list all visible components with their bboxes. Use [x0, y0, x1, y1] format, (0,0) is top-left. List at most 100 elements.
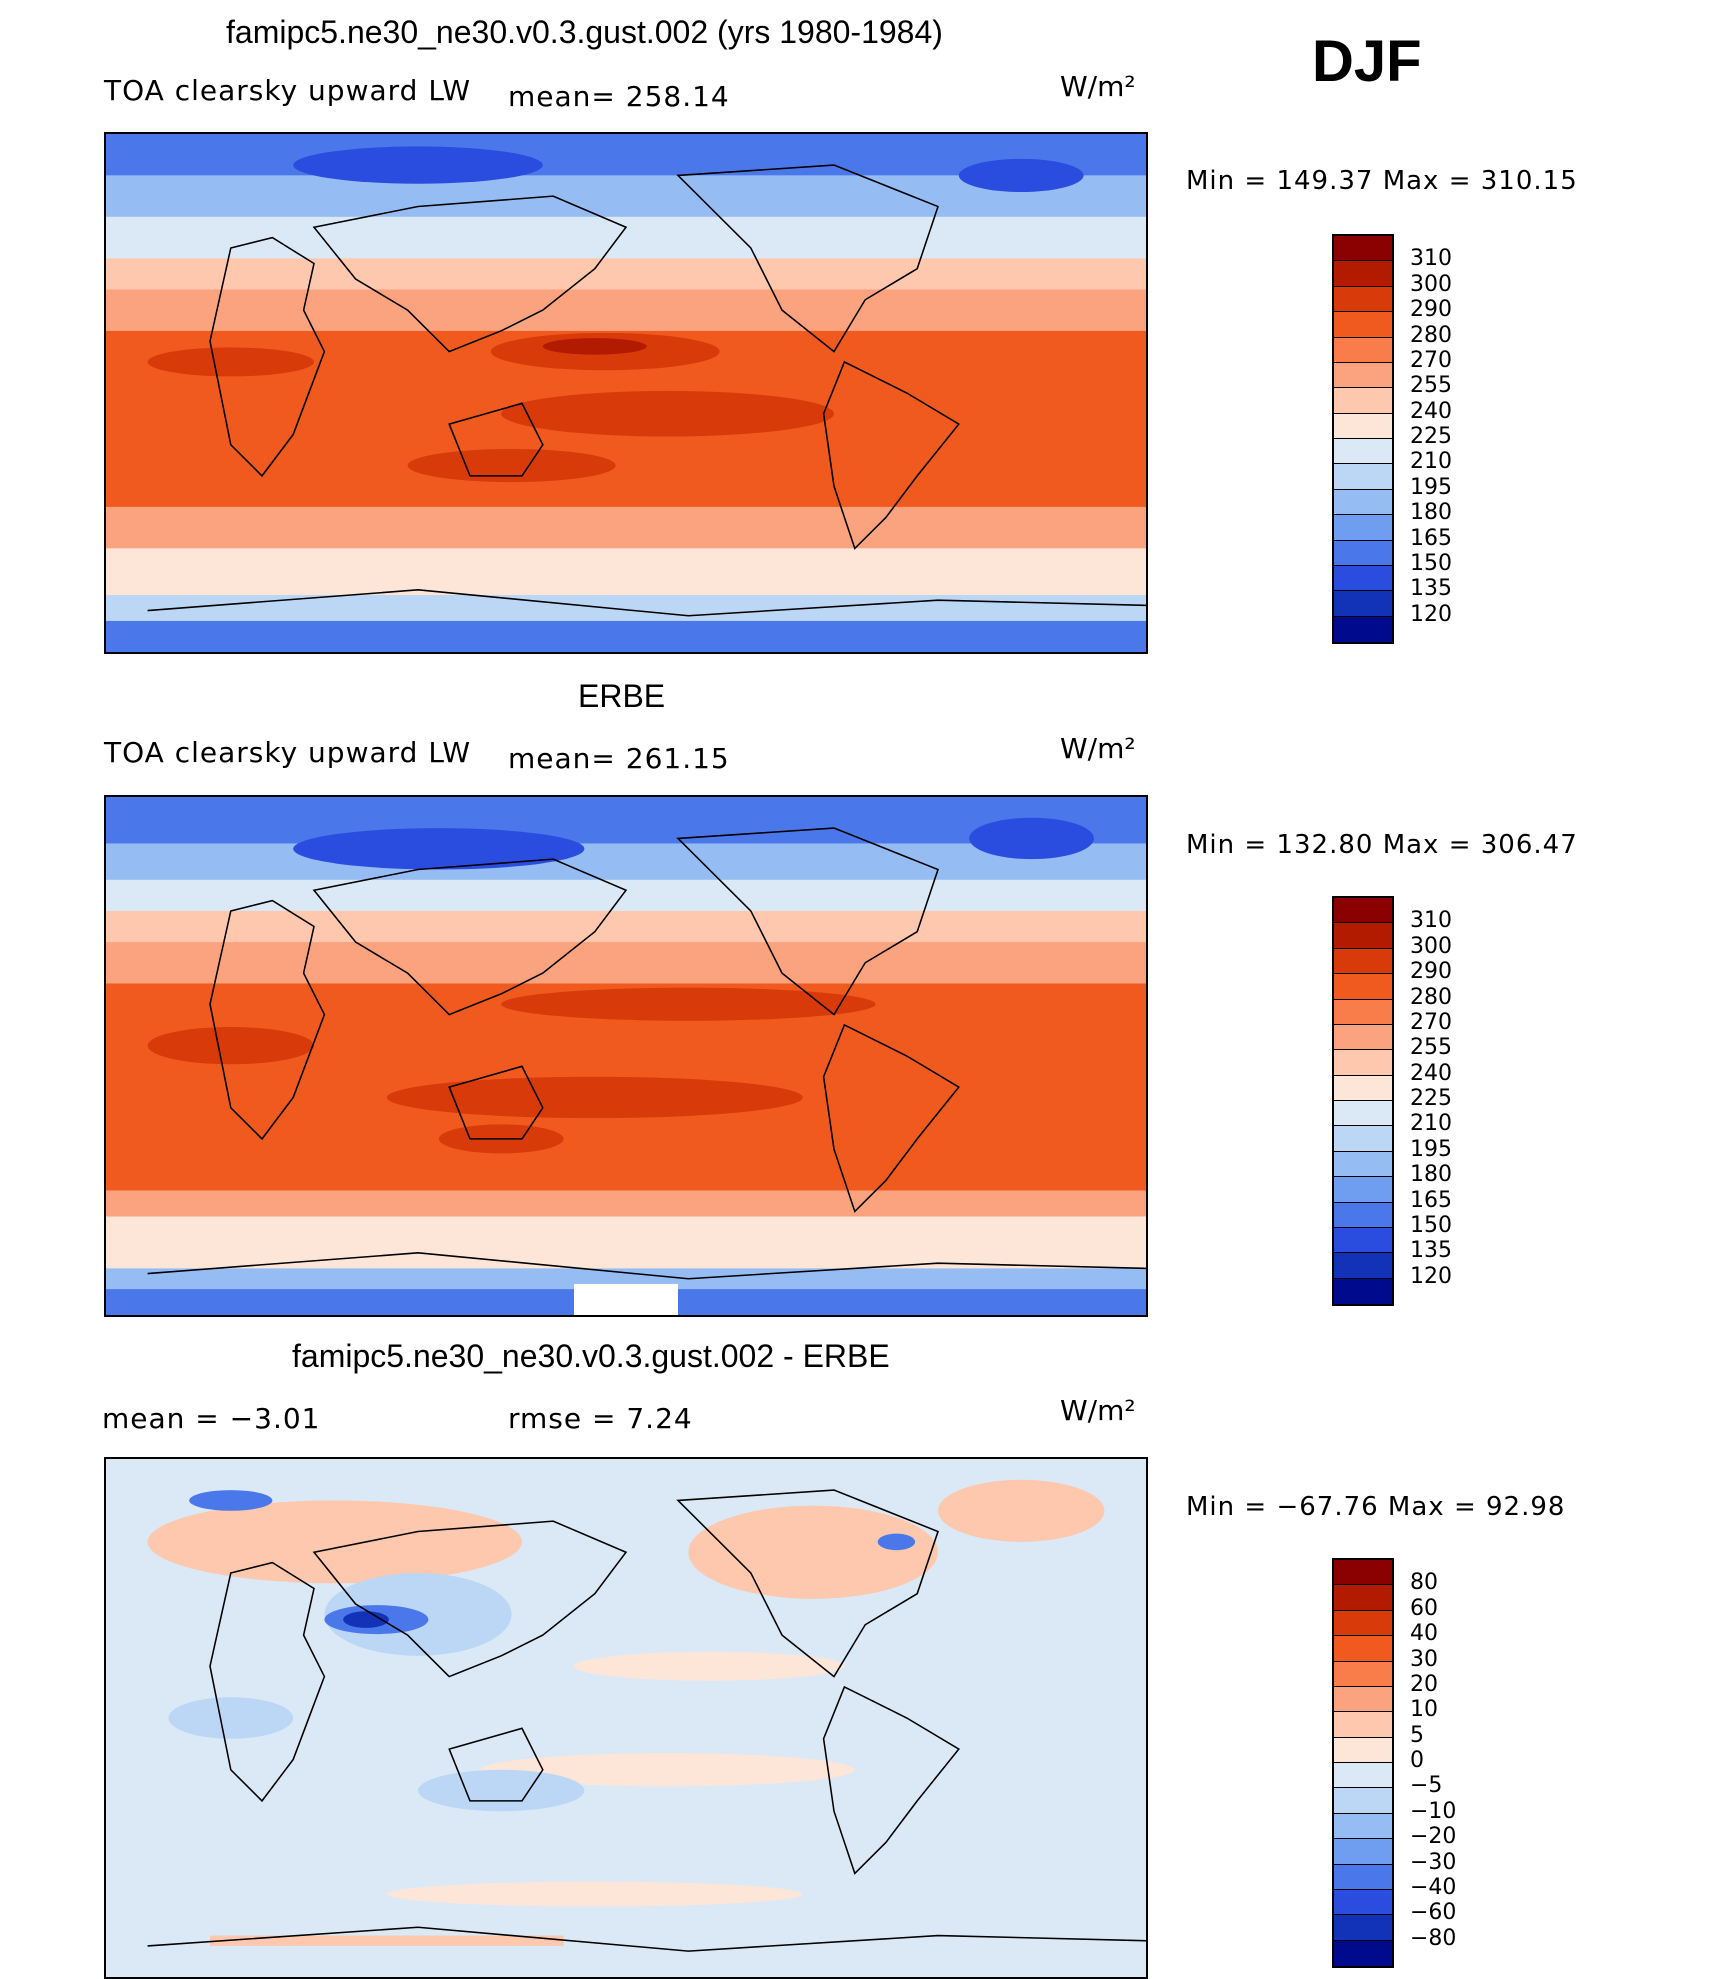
colorbar-swatch	[1334, 974, 1392, 1000]
colorbar-tick-label: 310	[1410, 246, 1452, 272]
colorbar-swatch	[1334, 999, 1392, 1025]
panel-3-mean-label: mean = −3.01	[102, 1402, 321, 1435]
colorbar-swatch	[1334, 515, 1392, 541]
colorbar-tick-label: 300	[1410, 933, 1452, 959]
colorbar-tick-label: 255	[1410, 1035, 1452, 1061]
colorbar-tick-label: 210	[1410, 449, 1452, 475]
colorbar-swatch	[1334, 1712, 1392, 1738]
colorbar-tick-label: 120	[1410, 1263, 1452, 1289]
colorbar-swatch	[1334, 337, 1392, 363]
panel-3-colorbar-labels: 80 60 40 30 20 10 5 0 −5 −10 −20 −30 −40 −60 −80	[1410, 1558, 1530, 1968]
colorbar-swatch	[1334, 565, 1392, 592]
colorbar-tick-label: 5	[1410, 1722, 1424, 1748]
colorbar-tick-label: −40	[1410, 1874, 1457, 1900]
panel-1-mean-label: mean= 258.14	[508, 80, 730, 113]
colorbar-swatch	[1334, 1177, 1392, 1203]
panel-3-map-plot	[106, 1459, 1146, 1977]
colorbar-swatch	[1334, 1839, 1392, 1865]
colorbar-swatch	[1334, 1278, 1392, 1304]
colorbar-swatch	[1334, 1253, 1392, 1279]
colorbar-tick-label: 270	[1410, 347, 1452, 373]
panel-3-map	[104, 1457, 1148, 1979]
colorbar-tick-label: 10	[1410, 1697, 1438, 1723]
panel-1-colorbar	[1332, 234, 1394, 644]
panel-3-units: W/m²	[1060, 1394, 1136, 1427]
panel-3-rmse-label: rmse = 7.24	[508, 1402, 693, 1435]
panel-3-colorbar	[1332, 1558, 1394, 1968]
colorbar-tick-label: −20	[1410, 1824, 1457, 1850]
colorbar-tick-label: 270	[1410, 1009, 1452, 1035]
colorbar-swatch	[1334, 1864, 1392, 1890]
colorbar-tick-label: 300	[1410, 271, 1452, 297]
colorbar-swatch	[1334, 312, 1392, 338]
panel-1-colorbar-labels: 310 300 290 280 270 255 240 225 210 195 180 165 150 1…	[1410, 234, 1530, 644]
colorbar-swatch	[1334, 1126, 1392, 1152]
colorbar-swatch	[1334, 413, 1392, 439]
colorbar-tick-label: 240	[1410, 1060, 1452, 1086]
colorbar-swatch	[1334, 591, 1392, 617]
colorbar-tick-label: 165	[1410, 525, 1452, 551]
colorbar-swatch	[1334, 1050, 1392, 1076]
colorbar-swatch	[1334, 261, 1392, 287]
panel-2-units: W/m²	[1060, 732, 1136, 765]
colorbar-swatch	[1334, 362, 1392, 389]
colorbar-tick-label: 80	[1410, 1570, 1438, 1596]
colorbar-tick-label: 60	[1410, 1595, 1438, 1621]
colorbar-tick-label: 225	[1410, 424, 1452, 449]
colorbar-tick-label: 150	[1410, 1212, 1452, 1238]
colorbar-swatch	[1334, 540, 1392, 566]
colorbar-swatch	[1334, 1737, 1392, 1763]
colorbar-swatch	[1334, 489, 1392, 516]
colorbar-tick-label: −60	[1410, 1900, 1457, 1926]
colorbar-swatch	[1334, 1585, 1392, 1611]
colorbar-tick-label: 290	[1410, 297, 1452, 323]
colorbar-swatch	[1334, 1813, 1392, 1840]
colorbar-tick-label: 150	[1410, 550, 1452, 576]
panel-1-field-label: TOA clearsky upward LW	[104, 74, 472, 107]
colorbar-tick-label: −80	[1410, 1925, 1457, 1951]
colorbar-tick-label: 40	[1410, 1621, 1438, 1647]
colorbar-tick-label: 240	[1410, 398, 1452, 424]
colorbar-tick-label: 20	[1410, 1671, 1438, 1697]
colorbar-tick-label: 225	[1410, 1086, 1452, 1111]
colorbar-tick-label: 165	[1410, 1187, 1452, 1213]
colorbar-tick-label: −10	[1410, 1798, 1457, 1824]
colorbar-tick-label: 195	[1410, 474, 1452, 500]
colorbar-swatch	[1334, 1940, 1392, 1966]
panel-1-map	[104, 132, 1148, 654]
season-label: DJF	[1312, 29, 1422, 94]
colorbar-swatch	[1334, 898, 1392, 924]
colorbar-swatch	[1334, 439, 1392, 465]
colorbar-tick-label: 255	[1410, 373, 1452, 399]
colorbar-swatch	[1334, 286, 1392, 313]
colorbar-swatch	[1334, 1560, 1392, 1586]
colorbar-swatch	[1334, 1889, 1392, 1916]
colorbar-swatch	[1334, 1763, 1392, 1789]
panel-2-map	[104, 795, 1148, 1317]
colorbar-tick-label: 135	[1410, 576, 1452, 602]
panel-2-colorbar-labels: 310 300 290 280 270 255 240 225 210 195 180 165 150 1…	[1410, 896, 1530, 1306]
panel-3-minmax: Min = −67.76 Max = 92.98	[1186, 1492, 1566, 1522]
colorbar-swatch	[1334, 1661, 1392, 1687]
panel-2-map-plot	[106, 797, 1146, 1315]
panel-2-minmax: Min = 132.80 Max = 306.47	[1186, 830, 1578, 860]
colorbar-tick-label: −5	[1410, 1773, 1443, 1799]
colorbar-swatch	[1334, 236, 1392, 262]
panel-1-units: W/m²	[1060, 70, 1136, 103]
panel-1-title: famipc5.ne30_ne30.v0.3.gust.002 (yrs 198…	[226, 14, 943, 50]
colorbar-swatch	[1334, 923, 1392, 949]
colorbar-tick-label: 195	[1410, 1136, 1452, 1162]
colorbar-swatch	[1334, 1636, 1392, 1662]
colorbar-swatch	[1334, 1227, 1392, 1254]
colorbar-swatch	[1334, 1101, 1392, 1127]
colorbar-tick-label: 310	[1410, 908, 1452, 934]
colorbar-swatch	[1334, 948, 1392, 975]
colorbar-tick-label: 290	[1410, 959, 1452, 985]
colorbar-tick-label: 135	[1410, 1238, 1452, 1264]
colorbar-swatch	[1334, 464, 1392, 490]
panel-3-title: famipc5.ne30_ne30.v0.3.gust.002 - ERBE	[292, 1338, 890, 1374]
colorbar-swatch	[1334, 388, 1392, 414]
colorbar-tick-label: 0	[1410, 1748, 1424, 1773]
colorbar-swatch	[1334, 616, 1392, 642]
colorbar-swatch	[1334, 1024, 1392, 1051]
